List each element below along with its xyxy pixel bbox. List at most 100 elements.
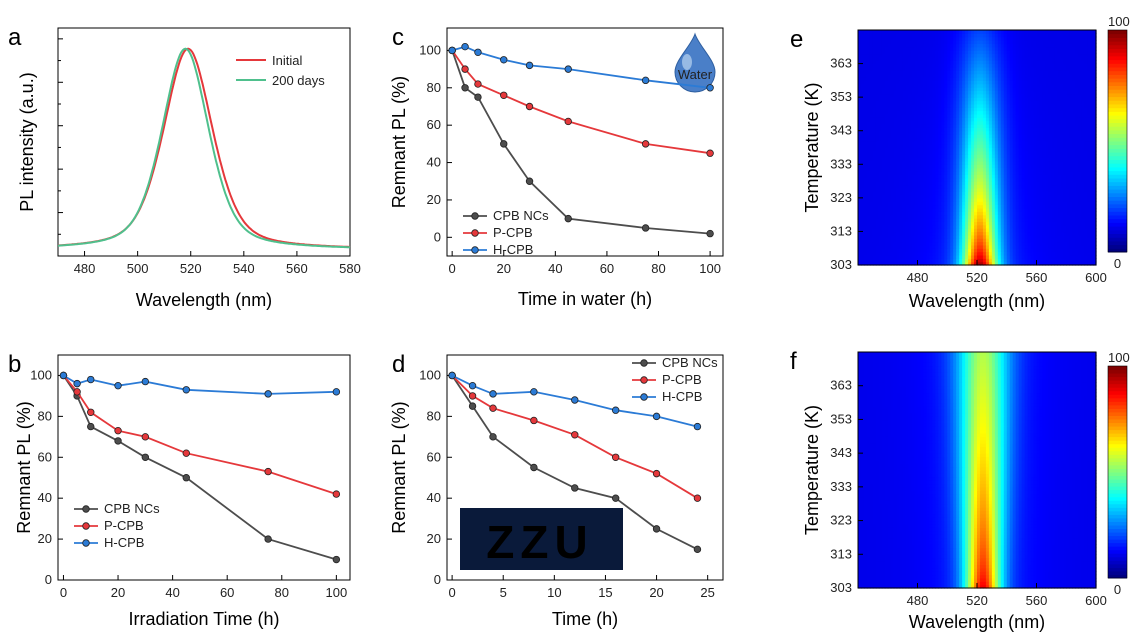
heatmap-cell xyxy=(1054,171,1058,175)
heatmap-cell xyxy=(935,147,939,152)
heatmap-cell xyxy=(950,167,954,172)
heatmap-cell xyxy=(953,63,957,68)
heatmap-cell xyxy=(884,110,889,115)
heatmap-cell xyxy=(908,157,913,162)
heatmap-cell xyxy=(911,171,916,175)
heatmap-cell xyxy=(1009,231,1014,236)
heatmap-cell xyxy=(1039,140,1044,145)
heatmap-cell xyxy=(911,63,916,68)
heatmap-cell xyxy=(1072,83,1076,88)
heatmap-cell xyxy=(878,241,883,246)
heatmap-cell xyxy=(914,214,919,219)
heatmap-cell xyxy=(1021,251,1026,256)
data-point-p-cpb xyxy=(706,149,714,157)
heatmap-cell xyxy=(869,214,874,219)
heatmap-cell xyxy=(1030,224,1035,229)
heatmap-cell xyxy=(968,80,972,85)
heatmap-cell xyxy=(1018,137,1023,142)
heatmap-cell xyxy=(1009,201,1014,206)
heatmap-cell xyxy=(982,164,987,169)
heatmap-cell xyxy=(959,97,963,102)
heatmap-cell xyxy=(872,90,877,95)
heatmap-cell xyxy=(962,167,966,172)
heatmap-cell xyxy=(982,254,987,259)
heatmap-cell xyxy=(875,147,880,152)
heatmap-cell xyxy=(944,83,948,88)
heatmap-cell xyxy=(887,164,892,169)
heatmap-cell xyxy=(1021,134,1026,139)
heatmap-cell xyxy=(977,110,981,115)
heatmap-cell xyxy=(863,207,868,212)
heatmap-cell xyxy=(869,174,874,179)
heatmap-cell xyxy=(953,194,957,199)
heatmap-cell xyxy=(872,70,877,75)
heatmap-cell xyxy=(968,130,972,135)
heatmap-cell xyxy=(1072,117,1076,122)
heatmap-cell xyxy=(953,214,957,219)
heatmap-cell xyxy=(858,231,862,236)
heatmap-cell xyxy=(893,164,898,169)
heatmap-cell xyxy=(1000,191,1005,196)
heatmap-cell xyxy=(893,130,898,135)
heatmap-cell xyxy=(991,144,996,149)
heatmap-cell xyxy=(962,103,966,108)
heatmap-cell xyxy=(893,254,898,259)
heatmap-cell xyxy=(965,214,969,219)
heatmap-cell xyxy=(1018,154,1023,159)
heatmap-cell xyxy=(1093,244,1097,249)
heatmap-cell xyxy=(929,127,933,132)
heatmap-cell xyxy=(1024,127,1029,132)
heatmap-cell xyxy=(914,90,919,95)
heatmap-cell xyxy=(1027,248,1032,253)
heatmap-cell xyxy=(997,231,1002,236)
x-tick-label: 40 xyxy=(165,585,179,600)
heatmap-cell xyxy=(1090,207,1094,212)
heatmap-cell xyxy=(881,214,886,219)
heatmap-cell xyxy=(881,224,886,229)
heatmap-cell xyxy=(1063,124,1067,128)
heatmap-cell xyxy=(884,191,889,196)
heatmap-cell xyxy=(887,154,892,159)
heatmap-cell xyxy=(1057,137,1061,142)
heatmap-cell xyxy=(866,137,871,142)
heatmap-cell xyxy=(959,174,963,179)
heatmap-cell xyxy=(929,80,933,85)
heatmap-cell xyxy=(1021,248,1026,253)
heatmap-cell xyxy=(968,127,972,132)
heatmap-cell xyxy=(920,197,925,202)
heatmap-cell xyxy=(1030,77,1035,81)
heatmap-cell xyxy=(950,234,954,239)
heatmap-cell xyxy=(938,77,942,81)
heatmap-cell xyxy=(965,127,969,132)
heatmap-cell xyxy=(1090,160,1094,165)
heatmap-cell xyxy=(1030,261,1035,266)
heatmap-cell xyxy=(884,221,889,226)
heatmap-cell xyxy=(1033,83,1038,88)
heatmap-cell xyxy=(938,261,942,266)
heatmap-cell xyxy=(858,258,862,263)
heatmap-cell xyxy=(1018,194,1023,199)
heatmap-cell xyxy=(962,214,966,219)
heatmap-cell xyxy=(971,160,975,165)
heatmap-cell xyxy=(944,147,948,152)
heatmap-cell xyxy=(884,171,889,175)
heatmap-cell xyxy=(950,147,954,152)
heatmap-cell xyxy=(914,221,919,226)
heatmap-cell xyxy=(991,93,996,98)
heatmap-cell xyxy=(1042,258,1047,263)
heatmap-cell xyxy=(1009,191,1014,196)
heatmap-cell xyxy=(1060,191,1064,196)
heatmap-cell xyxy=(1078,124,1082,128)
heatmap-cell xyxy=(896,127,901,132)
heatmap-cell xyxy=(959,147,963,152)
heatmap-cell xyxy=(1048,113,1052,118)
heatmap-cell xyxy=(1084,150,1088,155)
heatmap-cell xyxy=(979,127,984,132)
heatmap-cell xyxy=(917,140,922,145)
heatmap-cell xyxy=(1036,127,1041,132)
heatmap-cell xyxy=(1081,231,1085,236)
heatmap-cell xyxy=(902,134,907,139)
heatmap-cell xyxy=(917,63,922,68)
heatmap-cell xyxy=(1063,83,1067,88)
heatmap-cell xyxy=(965,113,969,118)
